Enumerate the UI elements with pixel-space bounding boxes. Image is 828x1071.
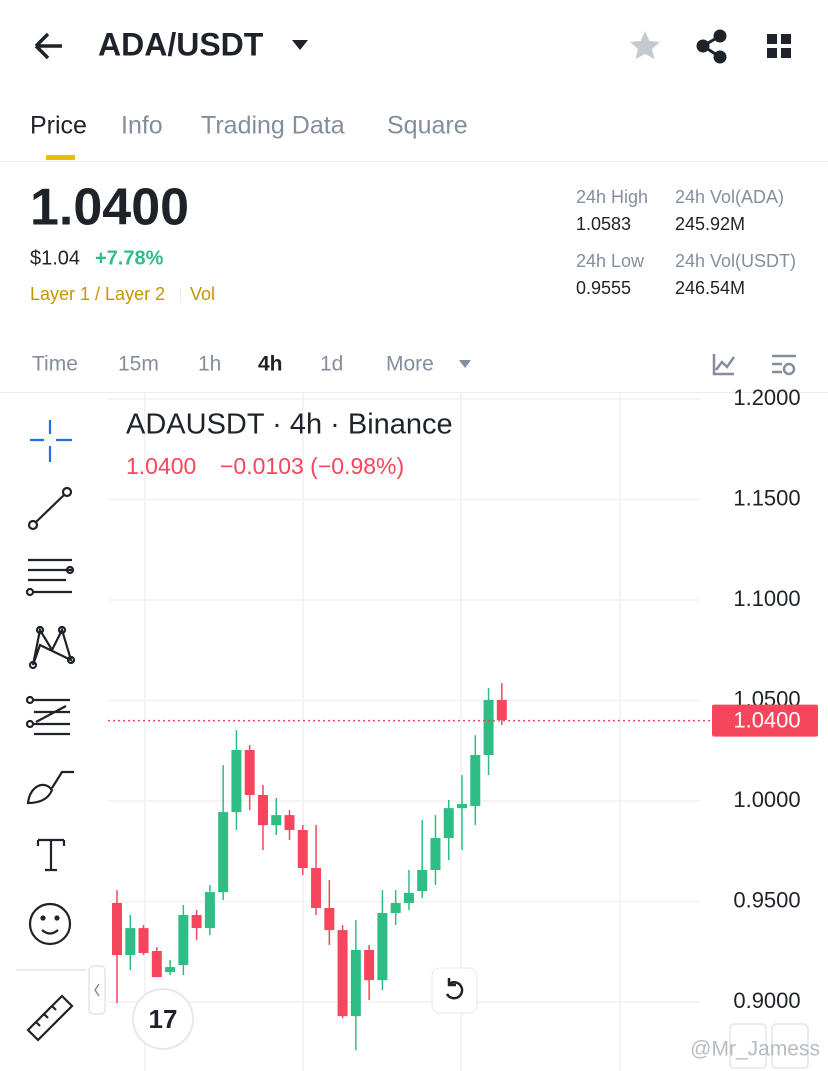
stat-value: 0.9555 bbox=[576, 278, 631, 298]
toolbar-handle[interactable] bbox=[88, 965, 106, 1015]
candle-body bbox=[112, 902, 122, 956]
stat-label: 24h Low bbox=[576, 251, 645, 271]
more-caret[interactable] bbox=[459, 360, 471, 368]
legend-price: 1.0400 bbox=[126, 453, 196, 479]
pair-caret[interactable] bbox=[292, 40, 308, 50]
log-button[interactable] bbox=[771, 1023, 809, 1069]
ruler-tool[interactable] bbox=[26, 994, 74, 1042]
usd-price: $1.04 bbox=[30, 247, 80, 269]
brush-tool[interactable] bbox=[26, 770, 74, 805]
share-icon[interactable] bbox=[696, 29, 727, 64]
stat-value: 245.92M bbox=[675, 214, 745, 234]
chart-title: ADAUSDT · 4h · Binance bbox=[126, 409, 453, 441]
reset-button[interactable] bbox=[431, 967, 478, 1014]
candle-body bbox=[271, 815, 282, 826]
candle-body bbox=[496, 699, 507, 721]
price-tag bbox=[712, 704, 818, 737]
y-tick-label: 0.9500 bbox=[733, 887, 800, 912]
candle-body bbox=[204, 892, 215, 929]
stat-value: 246.54M bbox=[675, 278, 745, 298]
stat-label: 24h High bbox=[576, 187, 648, 207]
tag[interactable]: Vol bbox=[190, 284, 215, 304]
stat-label: 24h Vol(ADA) bbox=[675, 187, 784, 207]
candle-body bbox=[191, 915, 202, 929]
settings-icon[interactable] bbox=[772, 354, 796, 376]
candle-body bbox=[403, 892, 414, 903]
candle-body bbox=[417, 869, 428, 892]
tv-logo[interactable] bbox=[132, 988, 194, 1050]
text-tool[interactable] bbox=[36, 838, 66, 872]
crosshair-tool[interactable] bbox=[30, 420, 72, 462]
candle-body bbox=[125, 928, 136, 956]
candle-body bbox=[377, 913, 388, 981]
reset-icon bbox=[445, 978, 464, 1000]
indicator-icon[interactable] bbox=[712, 354, 736, 376]
tv-logo-text: 17 bbox=[149, 1004, 178, 1034]
y-tick-label: 1.0000 bbox=[733, 787, 800, 812]
candle-body bbox=[364, 949, 375, 981]
candle-body bbox=[244, 749, 255, 796]
y-tick-label: 1.2000 bbox=[733, 385, 800, 410]
tag[interactable]: Layer 1 / Layer 2 bbox=[30, 284, 165, 304]
handle-arrow bbox=[94, 983, 100, 997]
candle-body bbox=[178, 915, 189, 966]
candle-body bbox=[284, 815, 295, 830]
pattern-tool[interactable] bbox=[28, 625, 76, 670]
parallel-tool[interactable] bbox=[25, 558, 75, 597]
drawing-toolbar bbox=[16, 420, 86, 1042]
favorite-icon[interactable] bbox=[630, 31, 660, 59]
plot-area bbox=[108, 393, 712, 1071]
candle-body bbox=[470, 755, 481, 807]
stat-value: 1.0583 bbox=[576, 214, 631, 234]
tag-separator bbox=[180, 288, 181, 302]
tab[interactable]: Price bbox=[30, 112, 87, 140]
interval[interactable]: 15m bbox=[118, 353, 159, 376]
trendline-tool[interactable] bbox=[27, 486, 73, 531]
tab[interactable]: Info bbox=[121, 112, 163, 140]
candle-body bbox=[430, 838, 441, 870]
candle-body bbox=[297, 829, 308, 868]
candle-body bbox=[483, 699, 494, 756]
menu-icon[interactable] bbox=[767, 34, 791, 58]
interval-active[interactable]: 4h bbox=[258, 353, 283, 376]
tab-indicator bbox=[46, 155, 75, 160]
interval[interactable]: 1h bbox=[198, 353, 221, 376]
candle-body bbox=[138, 928, 149, 954]
candle-body bbox=[443, 808, 454, 839]
candle-body bbox=[257, 795, 268, 826]
back-button[interactable] bbox=[34, 32, 62, 60]
interval[interactable]: 1d bbox=[320, 353, 343, 376]
candle-body bbox=[457, 804, 468, 809]
price-tag-label: 1.0400 bbox=[733, 707, 800, 732]
y-tick-label: 0.9000 bbox=[733, 988, 800, 1013]
price-change: +7.78% bbox=[95, 247, 164, 269]
fib-tool[interactable] bbox=[25, 695, 70, 736]
candle-body bbox=[337, 930, 348, 1017]
candle-body bbox=[390, 902, 401, 914]
last-price: 1.0400 bbox=[30, 179, 189, 237]
candle-body bbox=[165, 967, 176, 973]
tab[interactable]: Square bbox=[387, 112, 468, 140]
legend-change: −0.0103 (−0.98%) bbox=[220, 453, 404, 479]
candle-body bbox=[218, 812, 229, 893]
candle-body bbox=[311, 867, 322, 908]
interval[interactable]: More bbox=[386, 353, 434, 376]
auto-button[interactable] bbox=[729, 1023, 767, 1069]
tab[interactable]: Trading Data bbox=[201, 112, 345, 140]
candle-body bbox=[231, 749, 242, 813]
y-tick-label: 1.1500 bbox=[733, 485, 800, 510]
stat-label: 24h Vol(USDT) bbox=[675, 251, 796, 271]
candle-body bbox=[151, 950, 162, 978]
interval[interactable]: Time bbox=[32, 353, 78, 376]
y-tick-label: 1.1000 bbox=[733, 586, 800, 611]
watermark: @Mr_Jamess bbox=[690, 1038, 820, 1061]
pair-title[interactable]: ADA/USDT bbox=[98, 26, 264, 62]
divider bbox=[0, 161, 828, 162]
candle-body bbox=[350, 949, 361, 1017]
divider bbox=[0, 392, 828, 393]
emoji-tool[interactable] bbox=[28, 902, 72, 946]
candle-body bbox=[324, 907, 335, 931]
